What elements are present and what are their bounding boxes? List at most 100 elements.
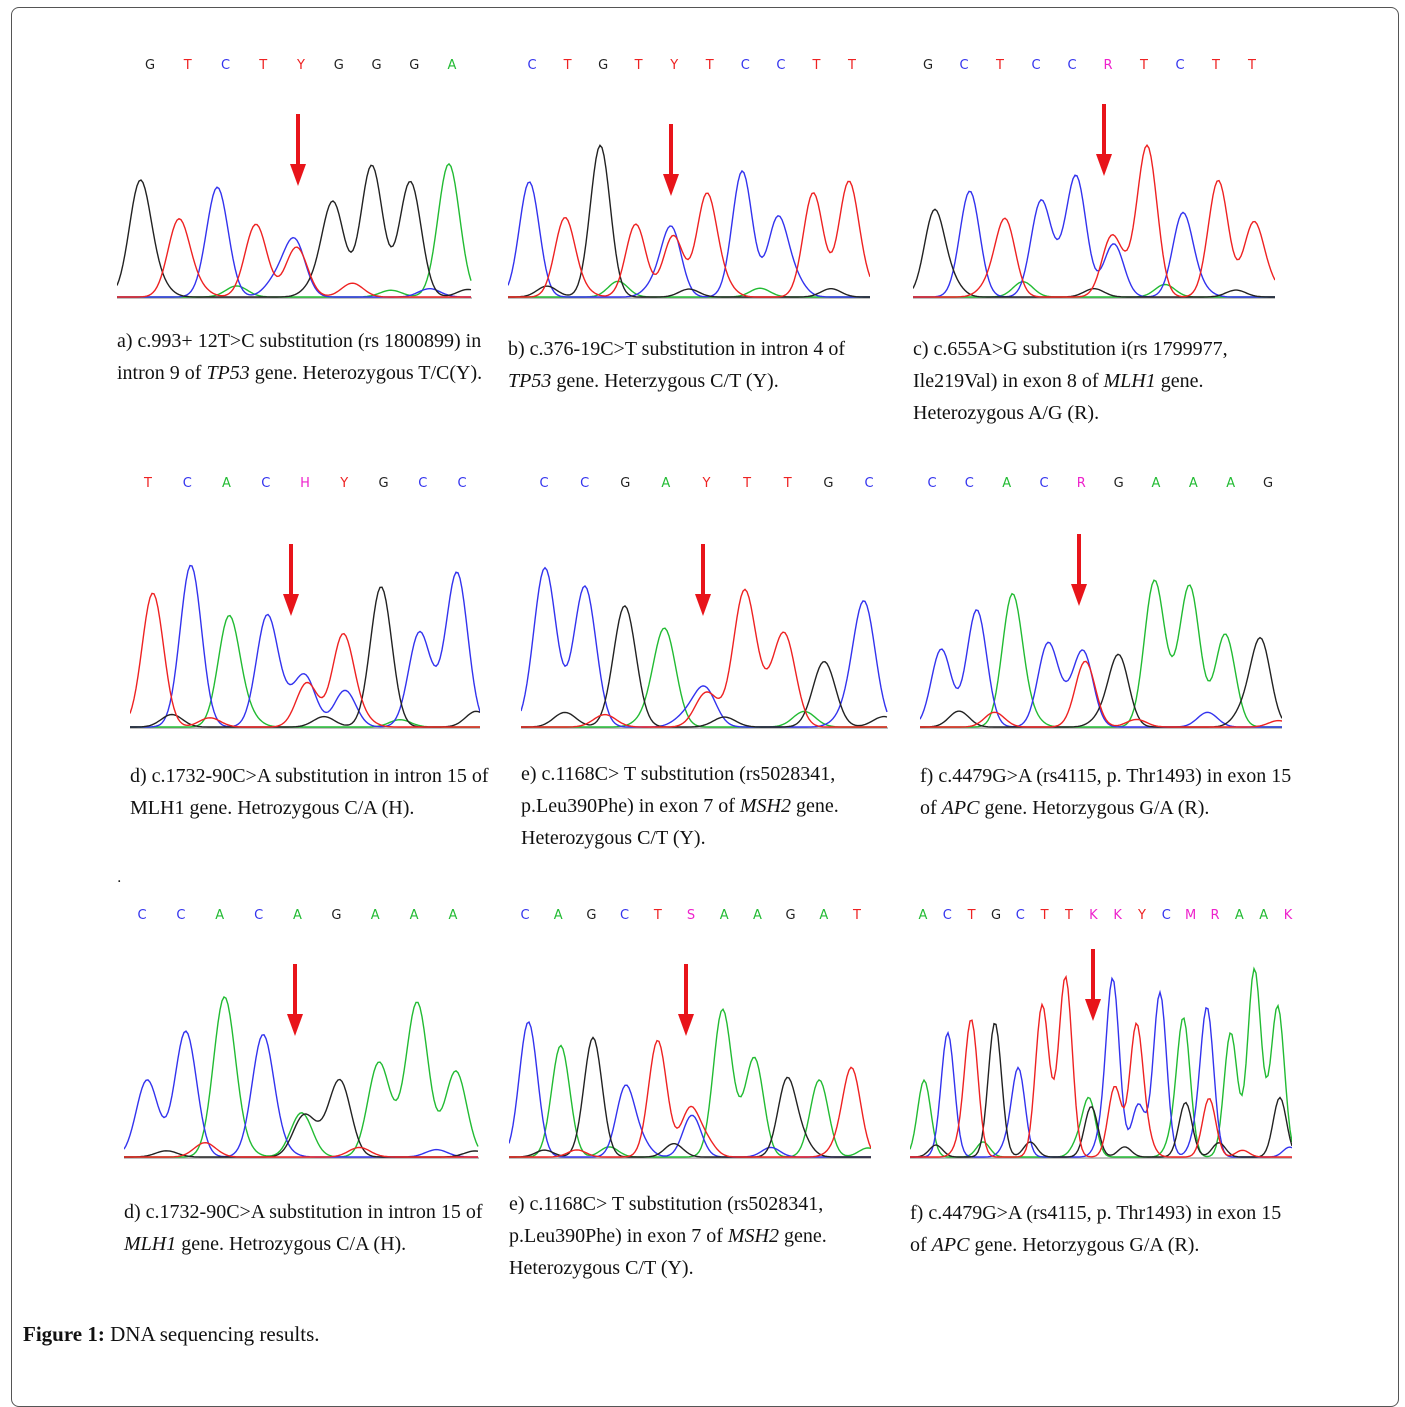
base-call: G <box>990 908 1002 923</box>
trace-A <box>910 966 1292 1158</box>
base-call: A <box>370 908 380 923</box>
base-call: T <box>1140 58 1148 73</box>
base-call: C <box>959 58 969 73</box>
base-call: A <box>719 908 729 923</box>
base-call: C <box>418 476 428 491</box>
trace-G <box>920 636 1282 728</box>
trace-A <box>117 162 472 298</box>
base-call: G <box>371 58 382 73</box>
trace-T <box>508 180 870 298</box>
base-call: T <box>1065 908 1073 923</box>
base-call: R <box>1103 58 1113 73</box>
base-call: G <box>1262 476 1274 491</box>
trace-G <box>913 208 1275 298</box>
panel-caption: f) c.4479G>A (rs4115, p. Thr1493) in exo… <box>920 760 1300 824</box>
trace-G <box>124 1078 479 1158</box>
chromatogram <box>920 534 1282 729</box>
variant-arrow-icon <box>287 964 303 1036</box>
base-call: R <box>1210 908 1220 923</box>
base-call: G <box>598 58 609 73</box>
panel-caption: b) c.376-19C>T substitution in intron 4 … <box>508 333 878 397</box>
base-call: C <box>137 908 147 923</box>
base-call: T <box>783 476 792 491</box>
trace-T <box>117 217 471 298</box>
base-call: A <box>1226 476 1236 491</box>
base-call: A <box>752 908 762 923</box>
trace-G <box>521 604 888 728</box>
variant-arrow-icon <box>695 544 711 616</box>
trace-C <box>124 1030 478 1158</box>
variant-arrow-icon <box>678 964 694 1036</box>
trace-C <box>130 564 480 728</box>
base-call: K <box>1089 908 1098 923</box>
chromatogram <box>910 949 1292 1159</box>
trace-C <box>913 174 1275 298</box>
trace-G <box>508 144 870 298</box>
base-call: A <box>1188 476 1198 491</box>
base-call: C <box>539 476 549 491</box>
trace-T <box>920 660 1282 728</box>
caption-text: gene. Heterzygous C/T (Y). <box>551 370 779 392</box>
trace-T <box>913 143 1275 298</box>
base-call: C <box>620 908 630 923</box>
base-call: C <box>254 908 264 923</box>
trace-C <box>910 976 1292 1158</box>
chromatogram <box>913 104 1275 299</box>
base-call: C <box>1031 58 1041 73</box>
figure-title: DNA sequencing results. <box>110 1322 320 1346</box>
base-call: C <box>927 476 937 491</box>
trace-G <box>910 1022 1292 1158</box>
base-call: G <box>331 908 342 923</box>
base-call: C <box>1015 908 1025 923</box>
base-call: C <box>520 908 530 923</box>
caption-text: gene. Hetorzygous G/A (R). <box>979 797 1210 819</box>
base-call: A <box>819 908 829 923</box>
base-call: A <box>1151 476 1161 491</box>
base-call: C <box>457 476 467 491</box>
base-call: C <box>964 476 974 491</box>
trace-C <box>521 566 888 728</box>
base-call: C <box>776 58 786 73</box>
variant-arrow-icon <box>663 124 679 196</box>
caption-text: gene. Heterozygous C/T (Y). <box>509 1225 827 1279</box>
base-call: A <box>448 908 458 923</box>
base-call: T <box>1040 908 1049 923</box>
panel-caption: d) c.1732-90C>A substitution in intron 1… <box>130 760 510 824</box>
base-call: C <box>1161 908 1171 923</box>
trace-C <box>509 1021 871 1158</box>
base-call: T <box>743 476 752 491</box>
caption-text: c) c.655A>G substitution i(rs 1799977, I… <box>913 338 1228 392</box>
trace-T <box>124 1141 478 1158</box>
base-call: C <box>864 476 874 491</box>
caption-text: f) c.4479G>A (rs4115, p. Thr1493) in exo… <box>920 765 1292 819</box>
base-call: A <box>918 908 928 923</box>
base-call: A <box>553 908 563 923</box>
panel-caption: c) c.655A>G substitution i(rs 1799977, I… <box>913 333 1293 429</box>
figure-label: Figure 1: <box>23 1322 105 1346</box>
figure-caption: Figure 1: DNA sequencing results. <box>23 1322 320 1347</box>
base-call: T <box>812 58 821 73</box>
base-call: C <box>527 58 537 73</box>
base-call: R <box>1076 476 1086 491</box>
caption-text: d) c.1732-90C>A substitution in intron 1… <box>130 765 489 819</box>
base-call: T <box>848 58 856 73</box>
caption-text: gene. Hetorzygous G/A (R). <box>969 1234 1200 1256</box>
trace-G <box>117 164 472 298</box>
base-call: Y <box>340 476 349 491</box>
chromatogram <box>521 544 888 729</box>
base-call: C <box>1067 58 1077 73</box>
chromatogram <box>124 964 479 1159</box>
caption-text: gene. Heterozygous T/C(Y). <box>249 362 483 384</box>
base-call: C <box>580 476 590 491</box>
panel-caption: e) c.1168C> T substitution (rs5028341, p… <box>509 1188 889 1284</box>
base-call: T <box>705 58 714 73</box>
caption-text: e) c.1168C> T substitution (rs5028341, p… <box>521 763 836 817</box>
trace-C <box>117 186 471 298</box>
gene-name: MLH1 <box>1103 370 1156 392</box>
caption-text: gene. Heterozygous A/G (R). <box>913 370 1204 424</box>
caption-text: gene. Heterozygous C/T (Y). <box>521 795 839 849</box>
base-call: T <box>563 58 572 73</box>
